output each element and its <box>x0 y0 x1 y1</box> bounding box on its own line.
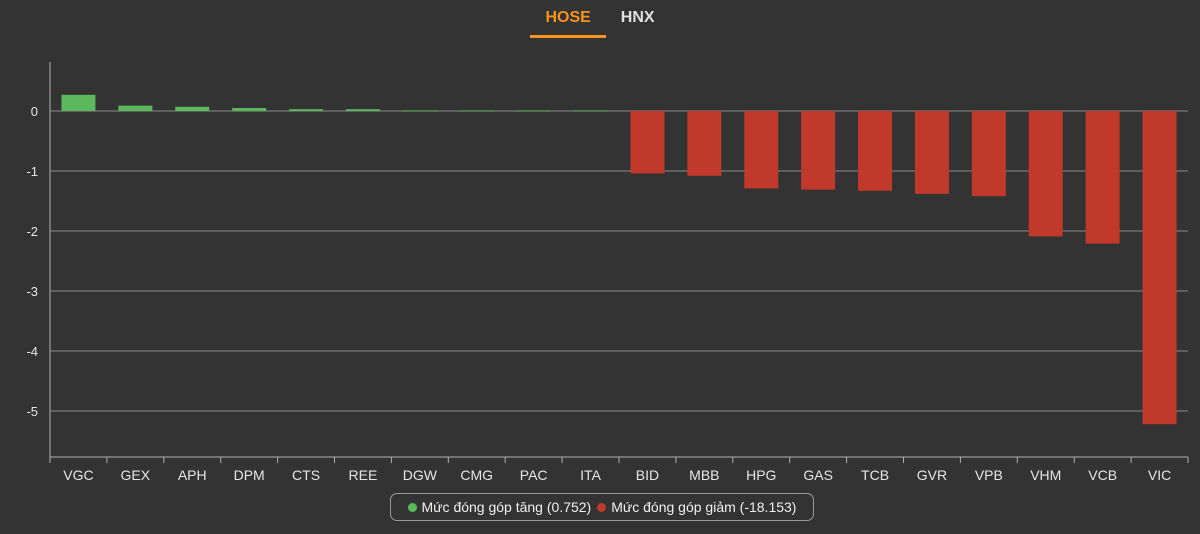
x-tick-label: GEX <box>121 467 151 483</box>
bar-cmg <box>459 110 494 112</box>
x-tick-label: GVR <box>917 467 947 483</box>
x-tick-label: VGC <box>63 467 93 483</box>
y-tick-label: -2 <box>26 224 38 239</box>
bar-bid <box>630 111 665 174</box>
bar-pac <box>516 110 551 112</box>
x-tick-label: VCB <box>1088 467 1117 483</box>
bar-aph <box>175 106 210 111</box>
x-tick-label: GAS <box>803 467 833 483</box>
x-tick-label: HPG <box>746 467 776 483</box>
x-tick-label: ITA <box>580 467 601 483</box>
y-tick-label: 0 <box>31 104 38 119</box>
bar-ita <box>573 110 608 112</box>
x-tick-label: VHM <box>1030 467 1061 483</box>
bar-vcb <box>1085 111 1120 244</box>
bar-vic <box>1142 111 1177 425</box>
bar-vhm <box>1028 111 1063 237</box>
y-tick-label: -5 <box>26 404 38 419</box>
bar-dpm <box>232 108 267 111</box>
bar-gex <box>118 105 153 111</box>
bar-ree <box>345 109 380 111</box>
legend-item-increase[interactable]: Mức đóng góp tăng (0.752) <box>407 499 592 515</box>
x-tick-label: VIC <box>1148 467 1171 483</box>
y-tick-label: -3 <box>26 284 38 299</box>
bar-gas <box>801 111 836 190</box>
x-tick-label: VPB <box>975 467 1003 483</box>
y-tick-label: -4 <box>26 344 38 359</box>
x-tick-label: REE <box>349 467 378 483</box>
tab-hnx[interactable]: HNX <box>620 9 655 26</box>
tab-hose[interactable]: HOSE <box>530 0 606 38</box>
x-tick-label: DGW <box>403 467 438 483</box>
legend-item-decrease[interactable]: Mức đóng góp giảm (-18.153) <box>597 499 796 515</box>
x-tick-label: PAC <box>520 467 548 483</box>
bar-gvr <box>914 111 949 194</box>
bar-vpb <box>971 111 1006 197</box>
bar-dgw <box>402 110 437 112</box>
legend-decrease-label: Mức đóng góp giảm (-18.153) <box>611 499 797 515</box>
x-tick-label: MBB <box>689 467 719 483</box>
x-tick-label: CTS <box>292 467 320 483</box>
bar-hpg <box>744 111 779 189</box>
x-tick-label: BID <box>636 467 659 483</box>
y-tick-label: -1 <box>26 164 38 179</box>
x-tick-label: TCB <box>861 467 889 483</box>
chart-legend: Mức đóng góp tăng (0.752) Mức đóng góp g… <box>390 493 814 521</box>
bar-cts <box>289 109 324 111</box>
x-tick-label: DPM <box>234 467 265 483</box>
bar-mbb <box>687 111 722 176</box>
bar-tcb <box>858 111 893 191</box>
x-tick-label: CMG <box>460 467 493 483</box>
bar-vgc <box>61 94 96 111</box>
exchange-tabs: HOSE HNX <box>0 0 1200 40</box>
legend-increase-marker <box>407 502 417 512</box>
legend-decrease-marker <box>597 502 607 512</box>
legend-increase-label: Mức đóng góp tăng (0.752) <box>421 499 592 515</box>
x-tick-label: APH <box>178 467 207 483</box>
